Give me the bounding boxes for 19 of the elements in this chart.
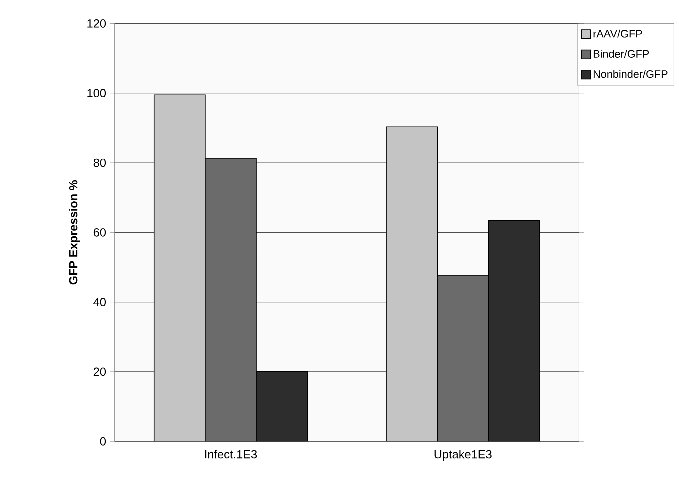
y-tick-label: 40 <box>94 298 106 306</box>
y-tick-label: 100 <box>88 89 106 98</box>
bar <box>437 275 490 442</box>
legend-label: Binder/GFP <box>594 50 650 58</box>
legend-label: rAAV/GFP <box>594 30 642 38</box>
y-tick-label: 120 <box>88 20 106 28</box>
y-axis-title: GFP Expression % <box>69 180 80 285</box>
y-tick-label: 20 <box>94 368 106 376</box>
bar <box>154 94 206 442</box>
x-tick-label: Uptake1E3 <box>434 450 492 462</box>
legend-label: Nonbinder/GFP <box>594 70 668 78</box>
y-tick-label: 80 <box>94 158 106 168</box>
bar <box>488 220 540 442</box>
bar <box>256 372 308 442</box>
y-tick-label: 0 <box>100 437 106 446</box>
bar <box>386 126 438 442</box>
bar <box>205 158 257 442</box>
y-tick-label: 60 <box>94 228 106 237</box>
x-tick-label: Infect.1E3 <box>205 450 258 459</box>
